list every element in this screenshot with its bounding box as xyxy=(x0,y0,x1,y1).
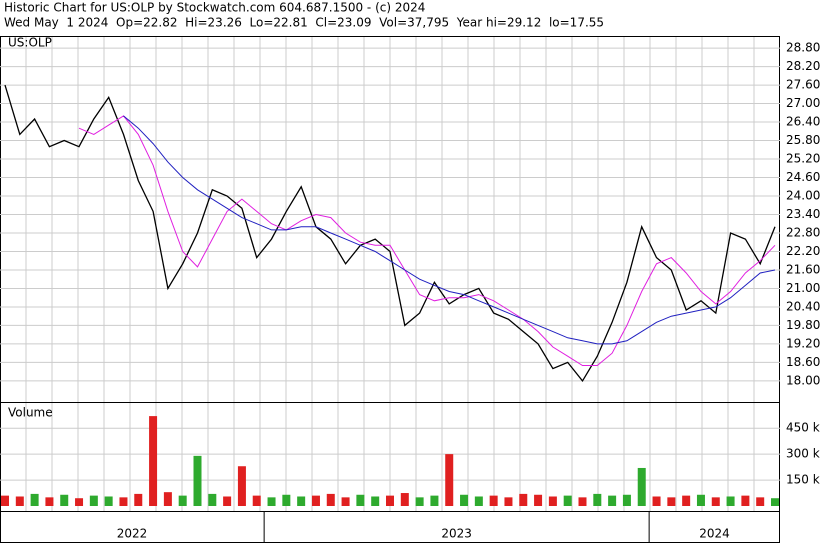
y-tick-label: 21.60 xyxy=(786,262,820,276)
y-tick-label: 24.00 xyxy=(786,189,820,203)
y-tick-label: 22.20 xyxy=(786,244,820,258)
volume-bar xyxy=(771,498,779,506)
volume-bar xyxy=(563,495,572,506)
volume-bar xyxy=(297,496,306,506)
volume-bar xyxy=(30,493,39,506)
y-tick-label: 19.20 xyxy=(786,336,820,350)
volume-bar xyxy=(756,497,765,506)
volume-bar xyxy=(45,497,54,506)
volume-bar xyxy=(371,496,380,506)
volume-bar xyxy=(504,497,513,506)
volume-bar xyxy=(593,493,602,506)
y-tick-label: 28.20 xyxy=(786,59,820,73)
header-line1: Historic Chart for US:OLP by Stockwatch.… xyxy=(4,1,425,15)
y-tick-label: 26.40 xyxy=(786,115,820,129)
volume-bar xyxy=(104,496,113,506)
volume-bar xyxy=(400,493,409,506)
volume-bar xyxy=(267,497,276,506)
y-tick-label: 23.40 xyxy=(786,207,820,221)
volume-bar xyxy=(282,494,291,506)
volume-bar xyxy=(534,494,543,506)
volume-bar xyxy=(89,495,98,506)
volume-bar xyxy=(326,493,335,506)
volume-bar xyxy=(548,496,557,506)
volume-bar xyxy=(252,495,261,506)
y-tick-label: 450 k xyxy=(786,421,820,435)
volume-bar xyxy=(134,493,143,506)
volume-bar xyxy=(460,494,469,506)
volume-bar xyxy=(430,495,439,506)
x-tick-label: 2023 xyxy=(441,527,472,541)
price-line xyxy=(78,115,776,366)
y-tick-label: 150 k xyxy=(786,473,820,487)
y-tick-label: 18.00 xyxy=(786,373,820,387)
symbol-label: US:OLP xyxy=(8,36,52,50)
volume-bar xyxy=(445,454,454,506)
volume-bar xyxy=(608,495,617,506)
volume-label: Volume xyxy=(8,406,53,420)
volume-bar xyxy=(193,455,202,506)
volume-bar xyxy=(1,495,9,506)
y-tick-label: 22.80 xyxy=(786,225,820,239)
y-tick-label: 18.60 xyxy=(786,355,820,369)
volume-bar xyxy=(474,496,483,506)
volume-bar xyxy=(237,466,246,506)
volume-bar xyxy=(208,493,217,506)
volume-bar xyxy=(652,496,661,506)
volume-bar xyxy=(341,497,350,506)
y-tick-label: 25.80 xyxy=(786,133,820,147)
y-tick-label: 19.80 xyxy=(786,318,820,332)
volume-bar xyxy=(622,494,631,506)
price-line xyxy=(4,84,776,383)
y-tick-label: 27.60 xyxy=(786,78,820,92)
volume-bar xyxy=(637,467,646,506)
volume-bar xyxy=(415,497,424,506)
y-tick-label: 28.80 xyxy=(786,41,820,55)
volume-bar xyxy=(149,416,158,506)
volume-bar xyxy=(223,496,232,506)
volume-bar xyxy=(667,497,676,506)
volume-bar xyxy=(163,492,172,506)
volume-bar xyxy=(311,495,320,506)
y-tick-label: 24.60 xyxy=(786,170,820,184)
volume-bar xyxy=(75,498,84,506)
volume-bar xyxy=(15,496,24,506)
volume-bar xyxy=(741,495,750,506)
volume-bar xyxy=(578,497,587,506)
volume-bar xyxy=(356,494,365,506)
volume-bar xyxy=(726,496,735,506)
volume-bar xyxy=(60,494,69,506)
y-tick-label: 20.40 xyxy=(786,299,820,313)
volume-bar xyxy=(119,497,128,506)
y-tick-label: 300 k xyxy=(786,447,820,461)
header-line2: Wed May 1 2024 Op=22.82 Hi=23.26 Lo=22.8… xyxy=(4,16,604,30)
y-tick-label: 25.20 xyxy=(786,152,820,166)
volume-bar xyxy=(682,495,691,506)
x-tick-label: 2024 xyxy=(699,527,730,541)
volume-bar xyxy=(489,495,498,506)
x-tick-label: 2022 xyxy=(117,527,148,541)
volume-bar xyxy=(711,497,720,506)
volume-bar xyxy=(696,494,705,506)
price-line xyxy=(123,115,776,345)
volume-bar xyxy=(519,493,528,506)
volume-bar xyxy=(386,495,394,506)
volume-bar xyxy=(178,495,187,506)
y-tick-label: 21.00 xyxy=(786,281,820,295)
y-tick-label: 27.00 xyxy=(786,96,820,110)
